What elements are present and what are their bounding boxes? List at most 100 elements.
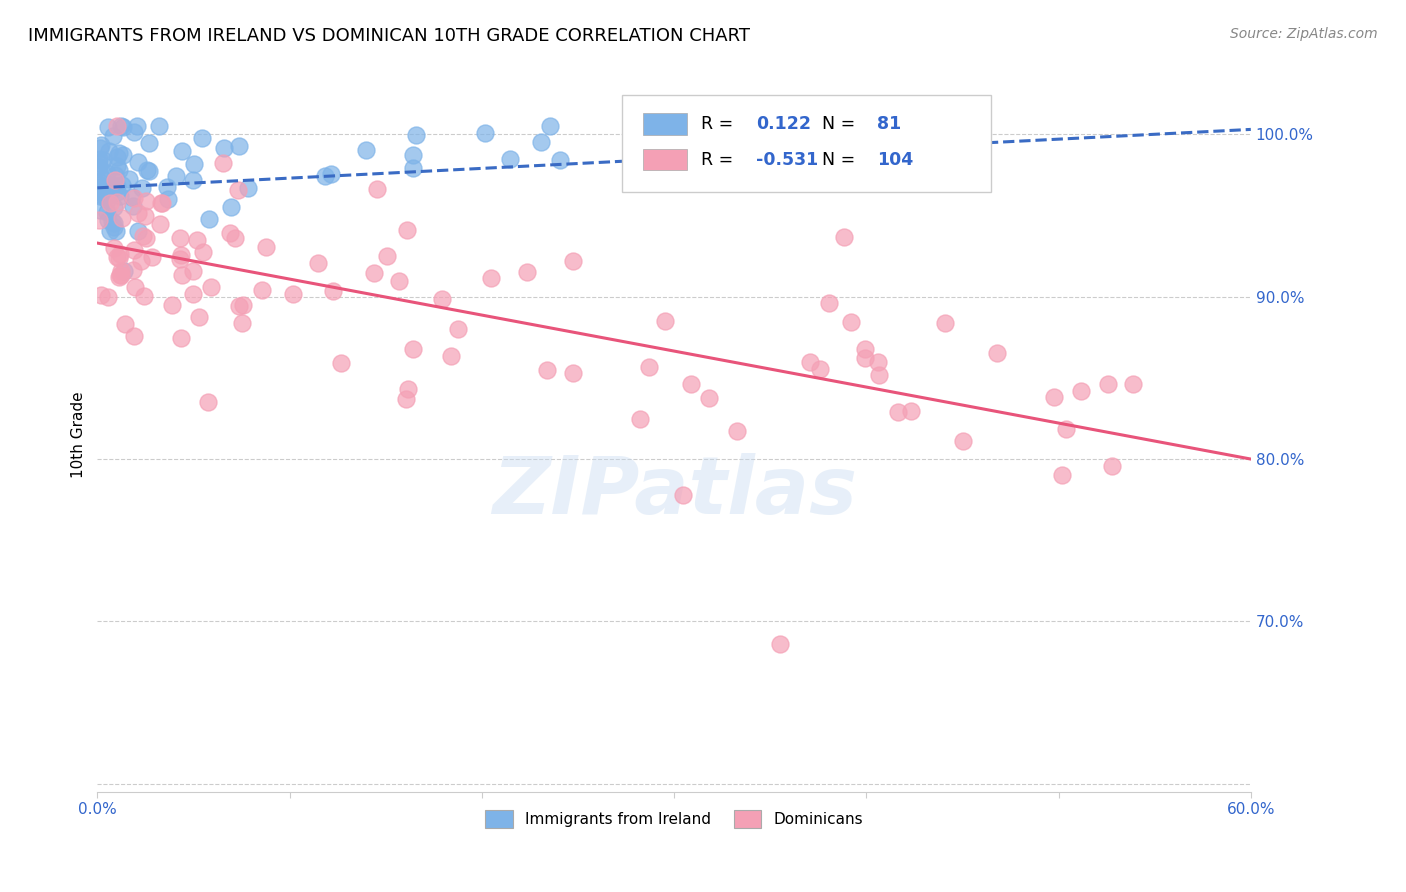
Point — [148, 119, 170, 133]
Point — [228, 139, 250, 153]
Point — [97, 213, 120, 227]
Point — [637, 360, 659, 375]
Point — [169, 252, 191, 267]
Point — [395, 223, 418, 237]
Point — [396, 382, 419, 396]
Point — [127, 155, 149, 169]
Point — [107, 162, 129, 177]
Point — [725, 425, 748, 439]
Point — [366, 182, 388, 196]
Point — [107, 146, 129, 161]
Point — [104, 168, 127, 182]
Text: -0.531: -0.531 — [756, 151, 818, 169]
Point — [281, 286, 304, 301]
Point — [817, 296, 839, 310]
Point — [141, 250, 163, 264]
Point — [561, 253, 583, 268]
Point — [679, 376, 702, 391]
Point — [212, 141, 235, 155]
Point — [89, 203, 111, 218]
Point — [105, 119, 128, 133]
Point — [934, 316, 956, 330]
Point — [1122, 377, 1144, 392]
Point — [150, 196, 173, 211]
Point — [530, 136, 553, 150]
Point — [148, 217, 170, 231]
Point — [672, 488, 695, 502]
Point — [254, 239, 277, 253]
Point — [430, 292, 453, 306]
Point — [654, 313, 676, 327]
Point — [1097, 377, 1119, 392]
Point — [236, 180, 259, 194]
Point — [132, 229, 155, 244]
Point — [124, 280, 146, 294]
Point — [98, 196, 121, 211]
Point — [307, 256, 329, 270]
Point — [108, 270, 131, 285]
Point — [122, 263, 145, 277]
Point — [110, 268, 132, 282]
Point — [90, 288, 112, 302]
Point — [138, 163, 160, 178]
Text: Source: ZipAtlas.com: Source: ZipAtlas.com — [1230, 27, 1378, 41]
Point — [135, 231, 157, 245]
Point — [105, 186, 128, 200]
Point — [157, 192, 180, 206]
Point — [111, 148, 134, 162]
Point — [97, 289, 120, 303]
Point — [853, 342, 876, 356]
Text: N =: N = — [821, 115, 860, 133]
Point — [866, 354, 889, 368]
Legend: Immigrants from Ireland, Dominicans: Immigrants from Ireland, Dominicans — [479, 804, 869, 834]
Point — [162, 298, 184, 312]
Point — [103, 241, 125, 255]
Point — [832, 230, 855, 244]
Point — [101, 213, 124, 227]
Point — [124, 328, 146, 343]
Point — [105, 224, 128, 238]
Point — [134, 209, 156, 223]
Point — [191, 244, 214, 259]
Point — [250, 283, 273, 297]
Point — [122, 191, 145, 205]
Point — [232, 297, 254, 311]
Point — [96, 204, 118, 219]
Point — [402, 161, 425, 175]
Point — [91, 172, 114, 186]
Point — [1101, 458, 1123, 473]
Point — [1070, 384, 1092, 398]
Point — [110, 264, 132, 278]
Point — [96, 189, 118, 203]
Point — [986, 346, 1008, 360]
FancyBboxPatch shape — [643, 149, 686, 170]
Point — [172, 268, 194, 282]
Point — [440, 349, 463, 363]
Point — [405, 128, 427, 142]
Text: 0.122: 0.122 — [756, 115, 811, 133]
Text: R =: R = — [700, 151, 738, 169]
Point — [375, 249, 398, 263]
Point — [135, 194, 157, 208]
Point — [105, 150, 128, 164]
Point — [111, 211, 134, 225]
Point — [89, 156, 111, 170]
Point — [103, 200, 125, 214]
Point — [89, 178, 111, 193]
Point — [402, 148, 425, 162]
Point — [868, 368, 890, 382]
Point — [200, 280, 222, 294]
Point — [118, 171, 141, 186]
Point — [93, 186, 115, 201]
Point — [89, 186, 111, 201]
Point — [89, 189, 111, 203]
Point — [121, 189, 143, 203]
Point — [97, 120, 120, 135]
Point — [89, 152, 111, 166]
Point — [219, 200, 242, 214]
Point — [170, 248, 193, 262]
Point — [108, 251, 131, 265]
Point — [172, 144, 194, 158]
Point — [900, 403, 922, 417]
Point — [122, 199, 145, 213]
